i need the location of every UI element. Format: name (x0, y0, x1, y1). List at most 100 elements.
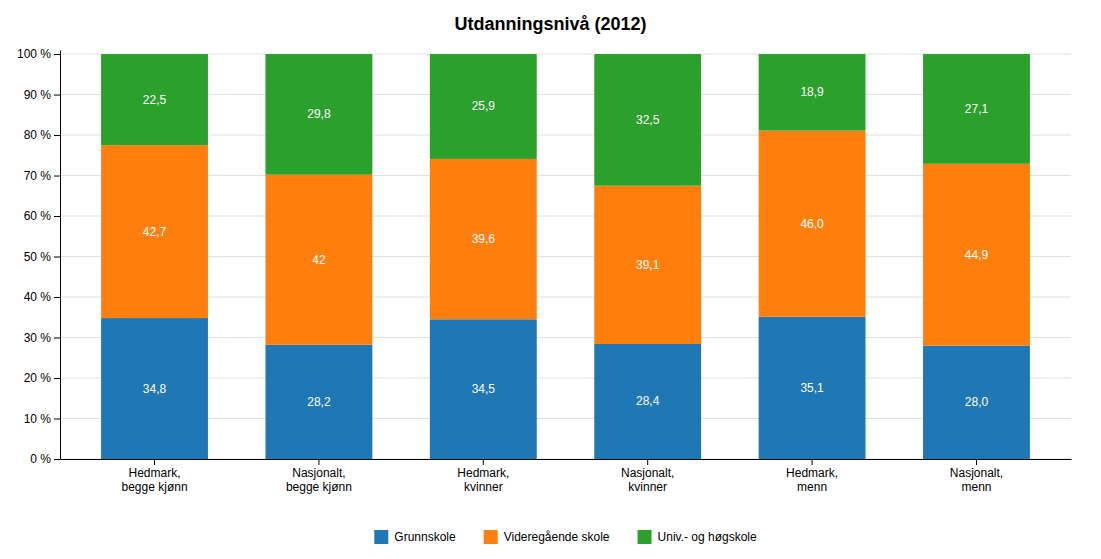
axis-line (61, 459, 1072, 460)
tick-label-line: kvinner (464, 480, 503, 494)
bar (923, 346, 1030, 459)
bar (430, 159, 537, 319)
bar (923, 54, 1030, 164)
legend-swatch (638, 530, 652, 544)
tick-mark (812, 459, 813, 465)
tick-label: Hedmark,kvinner (457, 466, 509, 494)
grid-line (60, 175, 1071, 176)
tick-label-line: begge kjønn (122, 480, 188, 494)
bar (265, 345, 372, 459)
tick-mark (483, 459, 484, 465)
tick-mark (54, 378, 60, 379)
grid-line (60, 337, 1071, 338)
tick-label-line: menn (961, 480, 991, 494)
data-label: 25,9 (472, 99, 496, 113)
grid-line (60, 459, 1071, 460)
data-labels: 34,828,234,528,435,128,042,74239,639,146… (143, 85, 989, 409)
bar (265, 175, 372, 345)
grid-line (60, 135, 1071, 136)
bar (430, 319, 537, 459)
tick-mark (976, 459, 977, 465)
legend-label: Videregående skole (504, 530, 610, 544)
tick-label: 90 % (24, 88, 52, 102)
tick-label: 40 % (24, 290, 52, 304)
data-label: 18,9 (800, 85, 824, 99)
tick: 70 % (24, 169, 60, 183)
bar (594, 186, 701, 344)
tick-label: 100 % (17, 47, 51, 61)
tick-mark (54, 257, 60, 258)
grid (60, 54, 1071, 459)
data-label: 34,5 (472, 382, 496, 396)
tick-label: Hedmark,begge kjønn (122, 466, 188, 494)
bar (101, 145, 208, 318)
tick: 0 % (30, 452, 60, 466)
tick-label-line: begge kjønn (286, 480, 352, 494)
tick-label-line: Hedmark, (457, 466, 509, 480)
bar (594, 344, 701, 459)
bar (759, 317, 866, 459)
x-axis: Hedmark,begge kjønnNasjonalt,begge kjønn… (61, 459, 1072, 494)
tick-mark (154, 459, 155, 465)
tick: 100 % (17, 47, 60, 61)
data-label: 42,7 (143, 225, 167, 239)
bars (101, 54, 1030, 459)
legend-swatch (374, 530, 388, 544)
grid-line (60, 94, 1071, 95)
tick: 50 % (24, 250, 60, 264)
data-label: 44,9 (965, 248, 989, 262)
tick-label-line: Nasjonalt, (621, 466, 674, 480)
bar (265, 54, 372, 175)
tick: Nasjonalt,kvinner (621, 459, 674, 494)
tick-label-line: kvinner (628, 480, 667, 494)
series-bars (101, 317, 1030, 459)
tick-label-line: Nasjonalt, (950, 466, 1003, 480)
legend-item: Univ.- og høgskole (638, 530, 757, 544)
tick: Hedmark,kvinner (457, 459, 509, 494)
grid-line (60, 418, 1071, 419)
tick-label: 0 % (30, 452, 51, 466)
data-label: 27,1 (965, 102, 989, 116)
tick-mark (647, 459, 648, 465)
bar (101, 54, 208, 145)
data-label: 46,0 (800, 217, 824, 231)
tick: 10 % (24, 412, 60, 426)
data-label: 28,4 (636, 394, 660, 408)
tick-mark (54, 297, 60, 298)
axis-line (60, 51, 61, 460)
tick-label: 30 % (24, 331, 52, 345)
legend-label: Grunnskole (394, 530, 456, 544)
bar (759, 54, 866, 131)
tick-label: Nasjonalt,kvinner (621, 466, 674, 494)
bar (923, 164, 1030, 346)
data-label: 42 (312, 253, 326, 267)
tick: 80 % (24, 128, 60, 142)
tick-label-line: Hedmark, (129, 466, 181, 480)
legend: Grunnskole Videregående skole Univ.- og hø… (374, 530, 757, 544)
tick: 30 % (24, 331, 60, 345)
tick-label-line: menn (797, 480, 827, 494)
data-label: 22,5 (143, 93, 167, 107)
tick-label: 70 % (24, 169, 52, 183)
legend-label: Univ.- og høgskole (658, 530, 757, 544)
tick-mark (54, 54, 60, 55)
bar (759, 131, 866, 317)
tick-label: Nasjonalt,begge kjønn (286, 466, 352, 494)
tick: 20 % (24, 371, 60, 385)
data-label: 39,1 (636, 258, 660, 272)
tick: Hedmark,begge kjønn (122, 459, 188, 494)
series-bars (101, 54, 1030, 186)
tick-mark (54, 419, 60, 420)
tick-mark (54, 216, 60, 217)
tick-label-line: Hedmark, (786, 466, 838, 480)
data-label: 32,5 (636, 113, 660, 127)
tick-label: 10 % (24, 412, 52, 426)
tick: 90 % (24, 88, 60, 102)
plot: 34,828,234,528,435,128,042,74239,639,146… (17, 47, 1072, 494)
grid-line (60, 54, 1071, 55)
data-label: 35,1 (800, 381, 824, 395)
tick-label: 60 % (24, 209, 52, 223)
tick: 40 % (24, 290, 60, 304)
bar (594, 54, 701, 186)
tick-mark (318, 459, 319, 465)
